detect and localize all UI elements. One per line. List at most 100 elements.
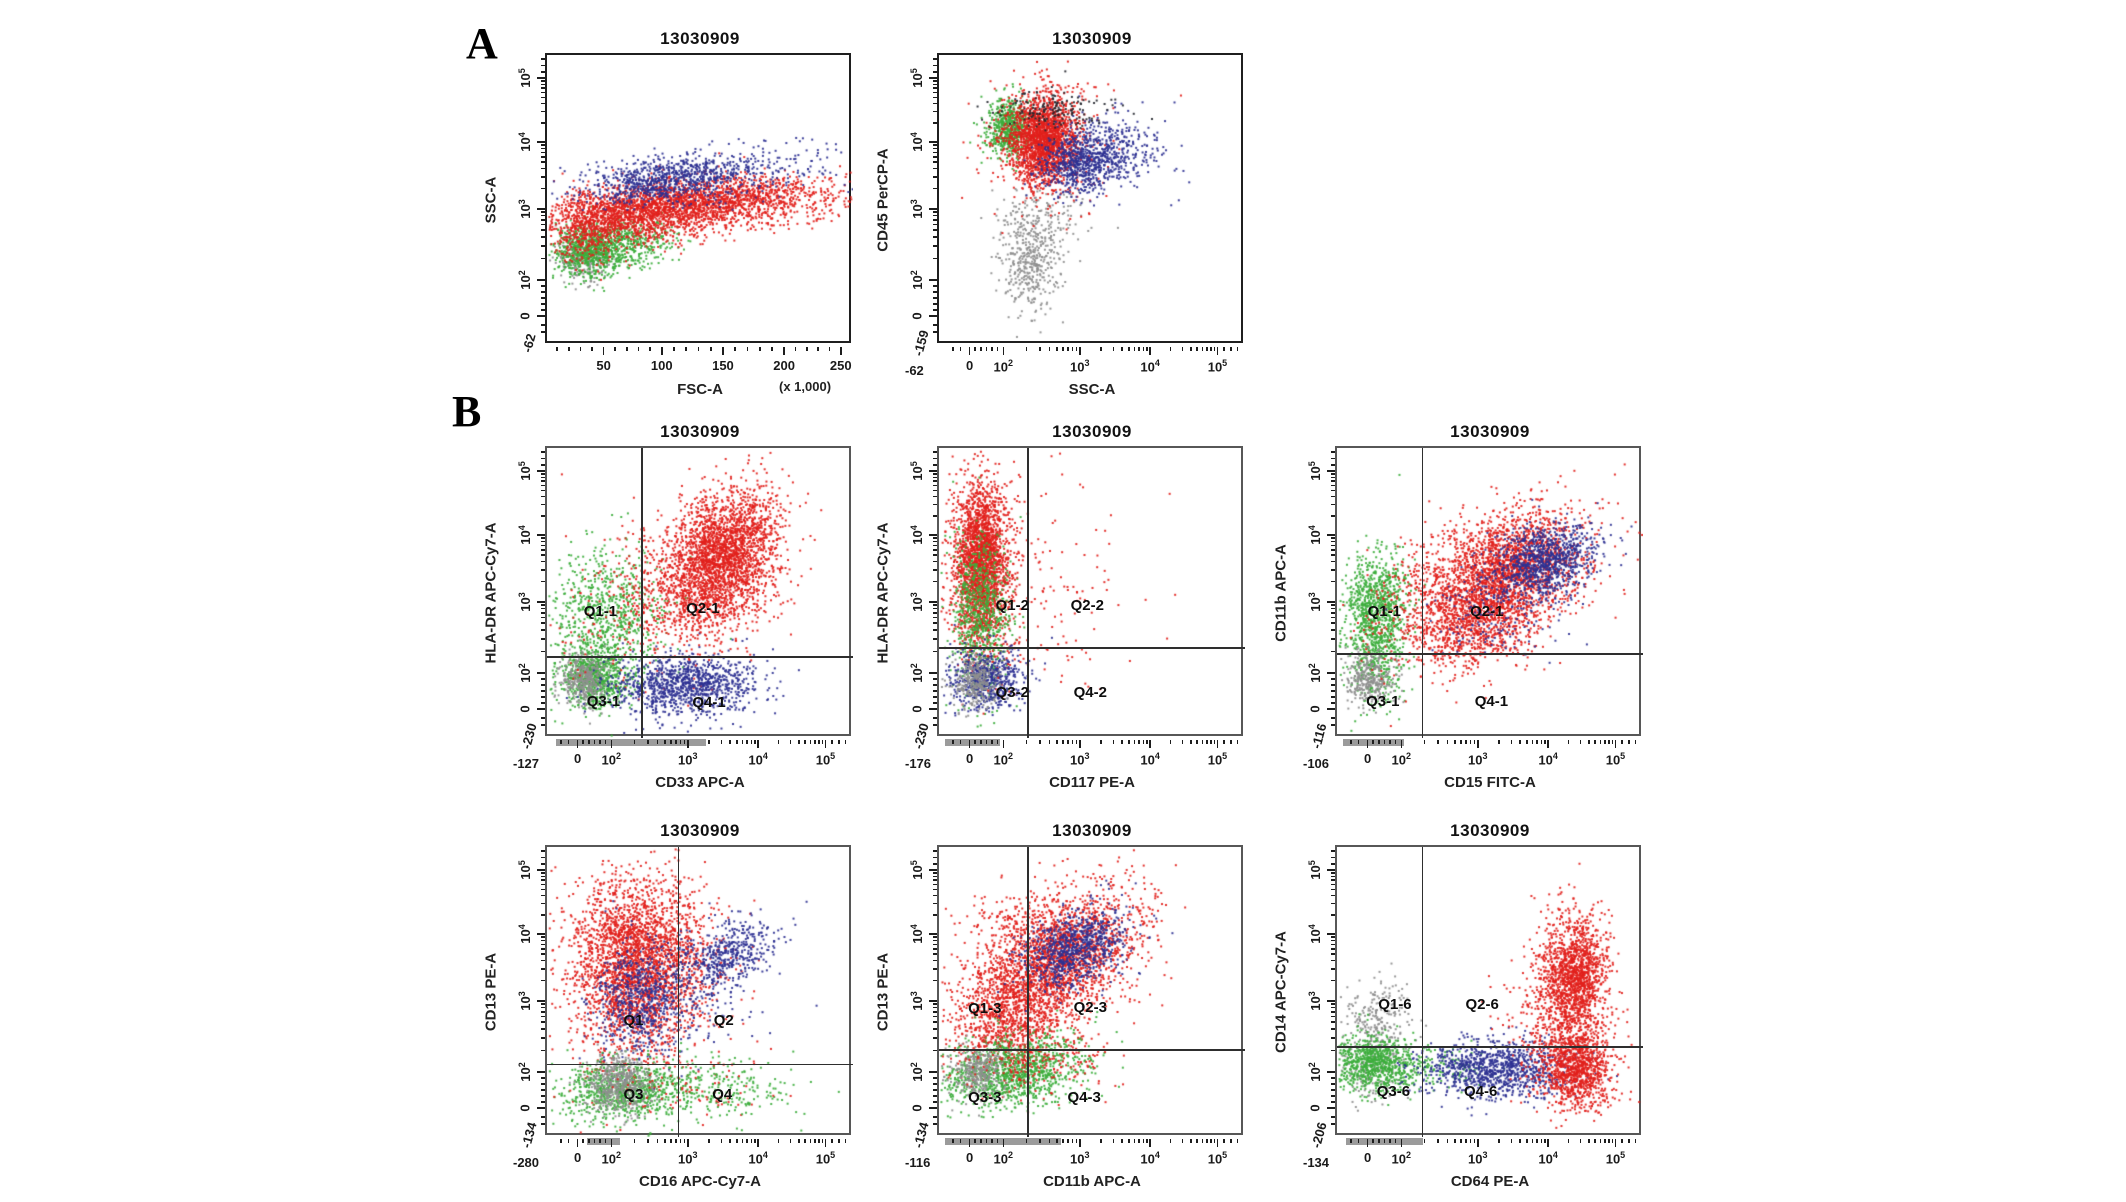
y-tick xyxy=(1331,959,1335,962)
y-tick xyxy=(933,1028,937,1030)
x-tick xyxy=(789,1139,792,1143)
x-tick xyxy=(1062,740,1064,744)
x-tick xyxy=(599,1139,601,1143)
y-tick xyxy=(1331,968,1335,970)
y-tick-label: 0 xyxy=(517,705,533,713)
x-tick xyxy=(673,347,675,351)
y-tick xyxy=(541,554,545,556)
y-tick-label: 103 xyxy=(516,198,534,219)
x-tick xyxy=(1067,740,1069,744)
plot-title: 13030909 xyxy=(1450,821,1530,840)
y-tick-label: 105 xyxy=(908,461,926,481)
y-tick xyxy=(541,540,545,543)
x-tick xyxy=(985,1139,988,1143)
y-tick xyxy=(541,167,545,170)
y-tick xyxy=(929,708,937,710)
x-tick xyxy=(758,347,761,351)
x-tick xyxy=(1604,740,1606,744)
x-tick-label: 105 xyxy=(815,1150,836,1167)
y-tick xyxy=(541,544,545,547)
x-tick xyxy=(604,740,607,744)
y-tick xyxy=(933,702,937,704)
x-tick xyxy=(818,1139,820,1143)
x-axis-corner-value: -176 xyxy=(905,756,932,771)
y-tick xyxy=(933,71,937,73)
y-tick xyxy=(541,102,545,105)
y-tick xyxy=(1331,451,1335,453)
x-tick xyxy=(1213,347,1216,351)
x-tick-label: 105 xyxy=(1207,1150,1228,1167)
x-tick xyxy=(602,347,605,355)
x-tick xyxy=(1189,347,1192,351)
x-tick xyxy=(1547,740,1549,748)
x-tick xyxy=(1067,1139,1069,1143)
x-tick xyxy=(1213,740,1216,744)
y-tick xyxy=(1331,943,1335,946)
y-tick xyxy=(1327,1107,1335,1109)
y-tick xyxy=(541,696,545,698)
flow-plot-B4: 13030909 0 102 103 104 105 -134 CD13 PE-A 0 102 10… xyxy=(483,821,853,1190)
x-tick xyxy=(1206,1139,1208,1143)
y-tick-label: 103 xyxy=(1306,591,1324,612)
y-tick xyxy=(933,309,937,311)
x-tick xyxy=(1394,740,1397,744)
x-tick xyxy=(1378,1139,1380,1143)
y-tick-label: 0 xyxy=(909,1104,925,1112)
axis-underflow-bar xyxy=(945,739,1001,746)
x-tick xyxy=(1437,740,1439,744)
y-tick-label: 105 xyxy=(1306,461,1324,481)
y-tick xyxy=(541,616,545,619)
y-tick xyxy=(1331,1101,1335,1103)
flow-plot-B6: 13030909 0 102 103 104 105 -206 CD14 APC-Cy7-A 0… xyxy=(1273,821,1643,1190)
x-tick xyxy=(1621,740,1624,744)
x-tick-label: 250 xyxy=(829,358,852,373)
y-tick xyxy=(933,495,937,498)
y-tick xyxy=(933,515,937,517)
y-tick xyxy=(541,936,545,938)
y-tick xyxy=(1331,1003,1335,1005)
y-tick xyxy=(933,464,937,466)
x-tick xyxy=(1112,1139,1115,1143)
y-tick xyxy=(933,257,937,260)
y-tick xyxy=(1331,939,1335,942)
x-tick xyxy=(1372,1139,1375,1143)
x-tick xyxy=(1181,347,1184,351)
y-tick-label: 103 xyxy=(516,990,534,1011)
y-tick xyxy=(1331,1115,1335,1118)
y-tick xyxy=(541,1003,545,1005)
x-tick xyxy=(974,740,977,744)
x-tick xyxy=(663,1139,666,1143)
y-tick xyxy=(1331,604,1335,606)
scatter-canvas xyxy=(547,448,853,738)
x-tick xyxy=(1567,1139,1570,1143)
plot-title: 13030909 xyxy=(660,821,740,840)
x-tick xyxy=(1062,1139,1064,1143)
quadrant-label-q4: Q4 xyxy=(712,1085,733,1103)
x-tick xyxy=(1465,740,1467,744)
x-tick xyxy=(593,1139,596,1143)
y-tick xyxy=(933,1123,937,1125)
x-tick xyxy=(1002,740,1005,748)
x-tick xyxy=(831,740,834,744)
x-tick xyxy=(750,740,753,744)
x-tick xyxy=(959,347,962,351)
y-tick xyxy=(1331,650,1335,653)
axis-underflow-bar xyxy=(586,1138,621,1145)
y-tick xyxy=(933,161,937,163)
y-tick xyxy=(537,600,545,603)
x-tick xyxy=(1055,347,1058,351)
x-tick xyxy=(1048,740,1051,744)
y-tick xyxy=(1331,724,1335,726)
x-tick xyxy=(1400,1139,1403,1147)
y-tick xyxy=(933,1003,937,1005)
x-tick xyxy=(1210,1139,1212,1143)
y-axis-corner-value: -116 xyxy=(1308,721,1330,751)
x-tick xyxy=(1025,347,1028,351)
x-tick xyxy=(626,347,628,351)
quadrant-horizontal-line xyxy=(547,1063,853,1066)
y-tick xyxy=(929,279,937,281)
x-tick xyxy=(1071,1139,1074,1143)
y-tick-label: 104 xyxy=(908,924,926,944)
y-tick-label: 104 xyxy=(1306,924,1324,944)
y-tick xyxy=(933,96,937,99)
